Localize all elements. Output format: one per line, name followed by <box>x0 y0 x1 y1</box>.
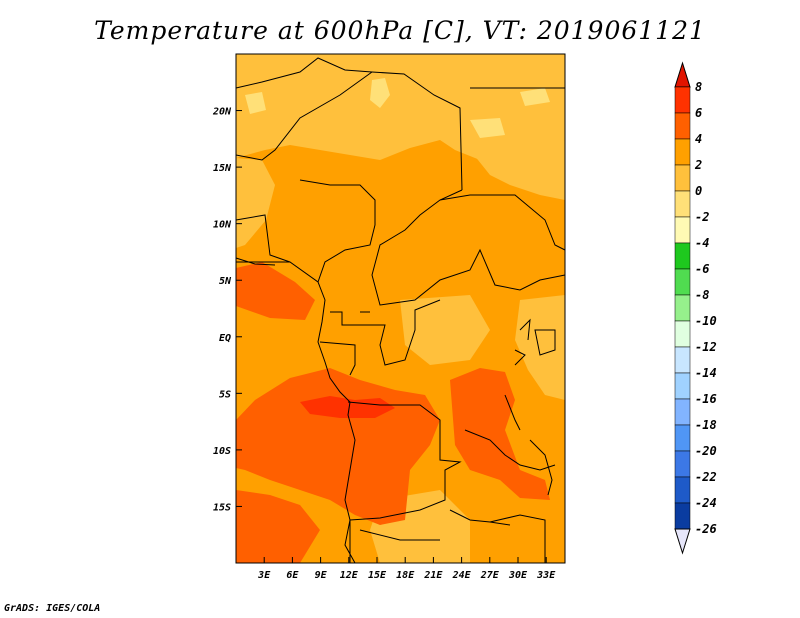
map-title: Temperature at 600hPa [C], VT: 201906112… <box>94 16 706 45</box>
field-0-2-sahel-east <box>470 140 565 200</box>
colorbar-swatch <box>674 294 691 322</box>
border-4 <box>299 179 376 283</box>
x-tick-label: 12E <box>340 570 359 581</box>
colorbar-label: -24 <box>695 496 717 510</box>
y-tick-label: 5S <box>219 389 231 400</box>
colorbar-label: -14 <box>695 366 717 380</box>
colorbar-label: -6 <box>695 262 709 276</box>
colorbar-label: -22 <box>695 470 717 484</box>
border-8 <box>330 299 441 366</box>
colorbar-over-arrow <box>674 61 691 88</box>
colorbar-swatch <box>674 216 691 244</box>
colorbar-label: -8 <box>695 288 709 302</box>
colorbar-swatch <box>674 164 691 192</box>
colorbar-swatch <box>674 190 691 218</box>
field-cool-north-4 <box>245 92 266 114</box>
x-tick-label: 21E <box>423 570 443 581</box>
colorbar-swatch <box>674 476 691 504</box>
x-tick-label: 6E <box>286 570 299 581</box>
colorbar-swatch <box>674 502 691 530</box>
y-tick-label: 5N <box>219 276 232 287</box>
y-tick-label: 10N <box>213 220 232 231</box>
x-tick-label: 27E <box>480 570 500 581</box>
coastline-west <box>236 261 356 564</box>
border-1 <box>235 57 463 191</box>
field-warm-west <box>236 262 315 320</box>
colorbar-label: -16 <box>695 392 717 406</box>
x-tick-label: 30E <box>508 570 528 581</box>
y-axis: 20N 15N 10N 5N EQ 5S 10S 15S <box>212 107 242 513</box>
border-12 <box>464 429 556 471</box>
country-borders <box>235 57 566 564</box>
colorbar-label: -12 <box>695 340 717 354</box>
colorbar-label: -2 <box>695 210 709 224</box>
y-tick-label: 15N <box>213 163 232 174</box>
colorbar-swatch <box>674 112 691 140</box>
y-tick-label: EQ <box>219 333 231 344</box>
colorbar-label: -10 <box>695 314 717 328</box>
colorbar-swatch <box>674 372 691 400</box>
border-7 <box>439 194 566 251</box>
border-14 <box>449 509 511 526</box>
colorbar-label: 4 <box>695 132 702 146</box>
colorbar-swatch <box>674 242 691 270</box>
field-cool-north-3 <box>520 88 550 106</box>
colorbar-swatch <box>674 268 691 296</box>
y-tick-label: 20N <box>212 107 232 118</box>
colorbar-swatch <box>674 398 691 426</box>
field-0-2-east-highlands <box>515 295 565 400</box>
field-0-2-north <box>236 54 565 168</box>
border-2 <box>235 71 373 161</box>
border-11 <box>347 401 462 521</box>
x-tick-label: 33E <box>536 570 556 581</box>
border-10 <box>319 341 356 376</box>
temperature-field <box>236 54 565 563</box>
colorbar-swatch <box>674 424 691 452</box>
colorbar-label: 2 <box>694 158 702 172</box>
colorbar-under-arrow <box>674 528 691 555</box>
border-15 <box>489 514 546 563</box>
border-16 <box>359 529 440 541</box>
border-6 <box>371 189 566 306</box>
field-cool-north-1 <box>370 78 390 108</box>
colorbar-label: -4 <box>695 236 709 250</box>
colorbar-swatch <box>674 320 691 348</box>
field-cool-north-2 <box>470 118 505 138</box>
lakes-east <box>504 318 553 496</box>
colorbar-swatch <box>674 86 691 114</box>
colorbar: 8 6 4 2 0 -2 -4 -6 -8 -10 -12 -14 -16 -18 -20 -22 -24 -26 <box>674 61 717 555</box>
colorbar-label: -18 <box>695 418 717 432</box>
y-tick-label: 15S <box>213 502 231 513</box>
colorbar-label: 0 <box>695 184 702 198</box>
y-tick-label: 10S <box>213 446 231 457</box>
x-tick-label: 24E <box>452 570 472 581</box>
border-5 <box>235 214 291 263</box>
colorbar-label: -20 <box>695 444 717 458</box>
grads-credit: GrADS: IGES/COLA <box>4 603 101 614</box>
colorbar-label: -26 <box>695 522 717 536</box>
map-frame <box>235 53 566 564</box>
field-0-2-congo <box>400 295 490 365</box>
colorbar-swatch <box>674 346 691 374</box>
x-axis: 3E 6E 9E 12E 15E 18E 21E 24E 27E 30E 33E <box>257 557 556 581</box>
x-tick-label: 9E <box>315 570 328 581</box>
colorbar-label: 6 <box>695 106 702 120</box>
colorbar-swatch <box>674 450 691 478</box>
x-tick-label: 15E <box>368 570 387 581</box>
field-warm-southwest <box>236 490 320 563</box>
field-hot-core <box>300 396 395 418</box>
coastline-gulf <box>235 257 276 266</box>
field-0-2-west <box>236 158 275 248</box>
field-warm-east <box>450 368 550 500</box>
lake-victoria <box>534 329 556 356</box>
colorbar-label: 8 <box>695 80 702 94</box>
colorbar-swatch <box>674 138 691 166</box>
x-tick-label: 3E <box>257 570 271 581</box>
x-tick-label: 18E <box>396 570 415 581</box>
